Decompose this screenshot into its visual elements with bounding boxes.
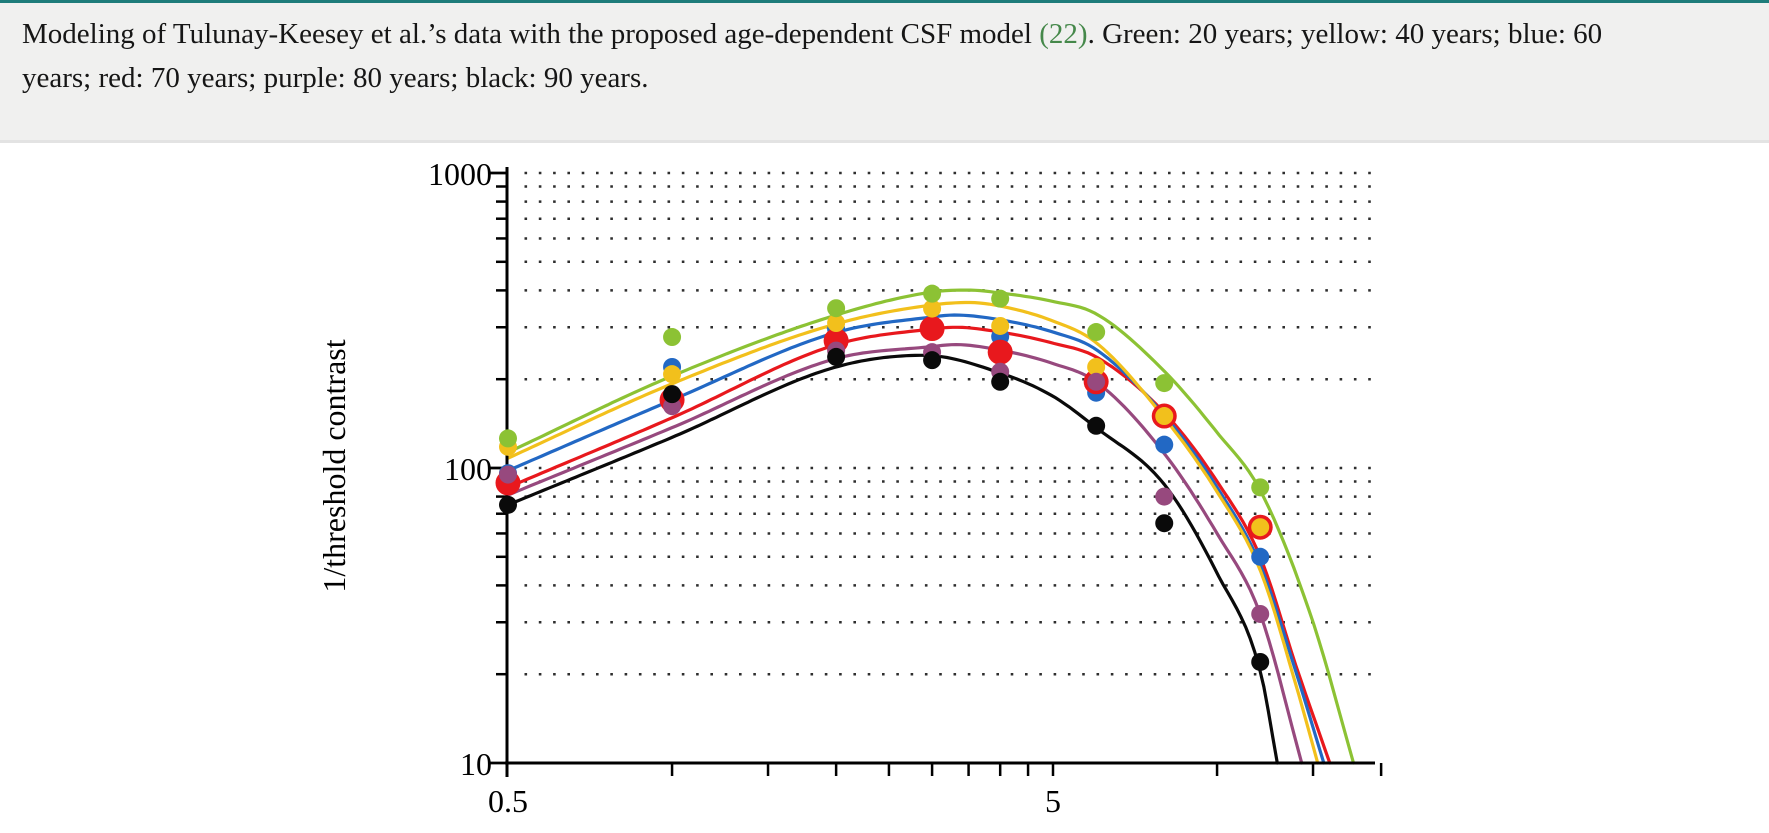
data-dot-green (499, 429, 517, 448)
data-dot-green (663, 328, 682, 347)
data-dot-yellow (1087, 357, 1106, 376)
csf-curve-yellow (506, 300, 1320, 765)
csf-curve-purple (506, 342, 1304, 765)
data-dot-green (1251, 478, 1270, 497)
data-dot-green (827, 299, 846, 318)
data-dot-yellow (663, 365, 682, 384)
data-dot-red (919, 316, 945, 342)
data-dot-black (1251, 652, 1270, 671)
data-dot-black (663, 385, 682, 404)
data-dot-purple (1251, 604, 1270, 623)
csf-curve-black (506, 353, 1279, 765)
data-dot-green (1087, 323, 1106, 342)
data-dot-purple (499, 465, 517, 484)
csf-curve-red (506, 325, 1332, 765)
y-axis-title: 1/threshold contrast (316, 339, 352, 592)
x-tick-label-5: 5 (1045, 783, 1061, 819)
y-tick-label-1000: 1000 (428, 156, 492, 192)
caption-text: Modeling of Tulunay-Keesey et al.’s data… (22, 18, 1040, 50)
data-dot-yellow (1251, 518, 1270, 537)
data-dot-blue (1155, 435, 1174, 454)
data-dot-green (923, 284, 942, 303)
data-dot-black (827, 347, 846, 366)
figure-caption: Modeling of Tulunay-Keesey et al.’s data… (0, 0, 1769, 143)
data-dot-yellow (827, 314, 846, 333)
data-dot-yellow (991, 316, 1010, 335)
data-dot-yellow (923, 299, 942, 318)
data-dot-blue (1251, 547, 1270, 566)
caption-citation-link[interactable]: (22) (1039, 18, 1088, 50)
data-dot-black (1087, 416, 1106, 435)
csf-curve-blue (506, 313, 1326, 765)
data-dot-red (987, 339, 1013, 365)
data-dot-black (991, 372, 1010, 391)
caption-text-after: . Green: 20 years; yellow: 40 years; blu… (22, 18, 1603, 94)
data-dot-purple (1155, 487, 1174, 506)
data-dot-green (1155, 374, 1174, 393)
y-tick-label-100: 100 (444, 451, 492, 487)
data-dot-black (923, 351, 942, 370)
y-tick-label-10: 10 (460, 746, 492, 782)
data-dot-black (499, 495, 517, 514)
data-dot-green (991, 289, 1010, 308)
data-dot-yellow (1155, 407, 1174, 426)
x-tick-label-0.5: 0.5 (488, 783, 528, 819)
data-dot-black (1155, 514, 1174, 533)
data-dot-purple (1087, 372, 1106, 391)
